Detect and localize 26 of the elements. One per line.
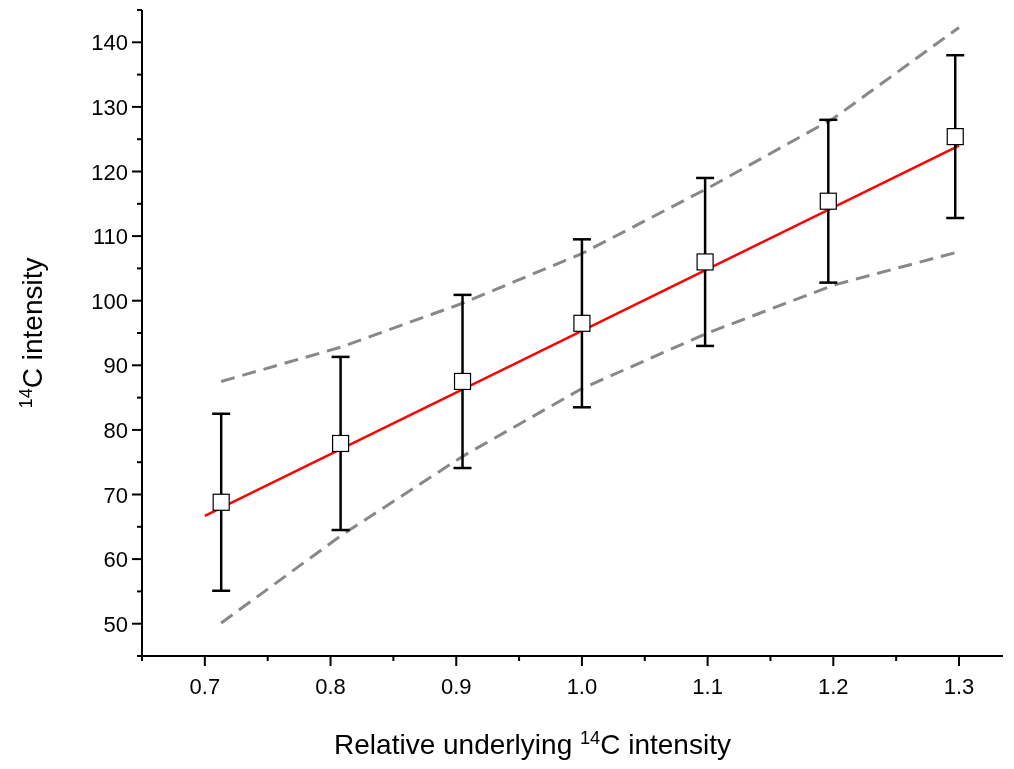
y-tick-label: 140 xyxy=(91,30,128,56)
point xyxy=(453,372,472,391)
y-tick-label: 70 xyxy=(103,482,128,508)
y-tick-label: 110 xyxy=(92,224,128,250)
y-tick-label: 60 xyxy=(103,547,128,573)
y-tick-label: 130 xyxy=(91,94,128,120)
y-tick-label: 50 xyxy=(103,611,128,637)
y-tick-label: 90 xyxy=(103,353,128,379)
point xyxy=(573,314,591,332)
x-tick-label: 1.2 xyxy=(818,674,849,699)
point xyxy=(946,128,964,146)
x-tick-label: 0.7 xyxy=(189,674,221,699)
x-tick-label: 0.8 xyxy=(315,674,346,699)
point xyxy=(696,253,714,271)
line-series xyxy=(219,25,961,383)
y-tick-label: 100 xyxy=(91,288,128,314)
x-tick-label: 0.9 xyxy=(440,674,472,699)
x-tick-label: 1.0 xyxy=(566,674,598,699)
x-axis-title: Relative underlying $^{14}$C intensity xyxy=(334,728,731,760)
point xyxy=(212,493,230,511)
point xyxy=(332,434,350,453)
point xyxy=(819,192,837,210)
y-tick-label: 120 xyxy=(91,159,128,185)
x-tick-label: 1.1 xyxy=(692,674,723,699)
x-tick-label: 1.3 xyxy=(943,674,975,699)
y-tick-label: 80 xyxy=(103,417,128,443)
